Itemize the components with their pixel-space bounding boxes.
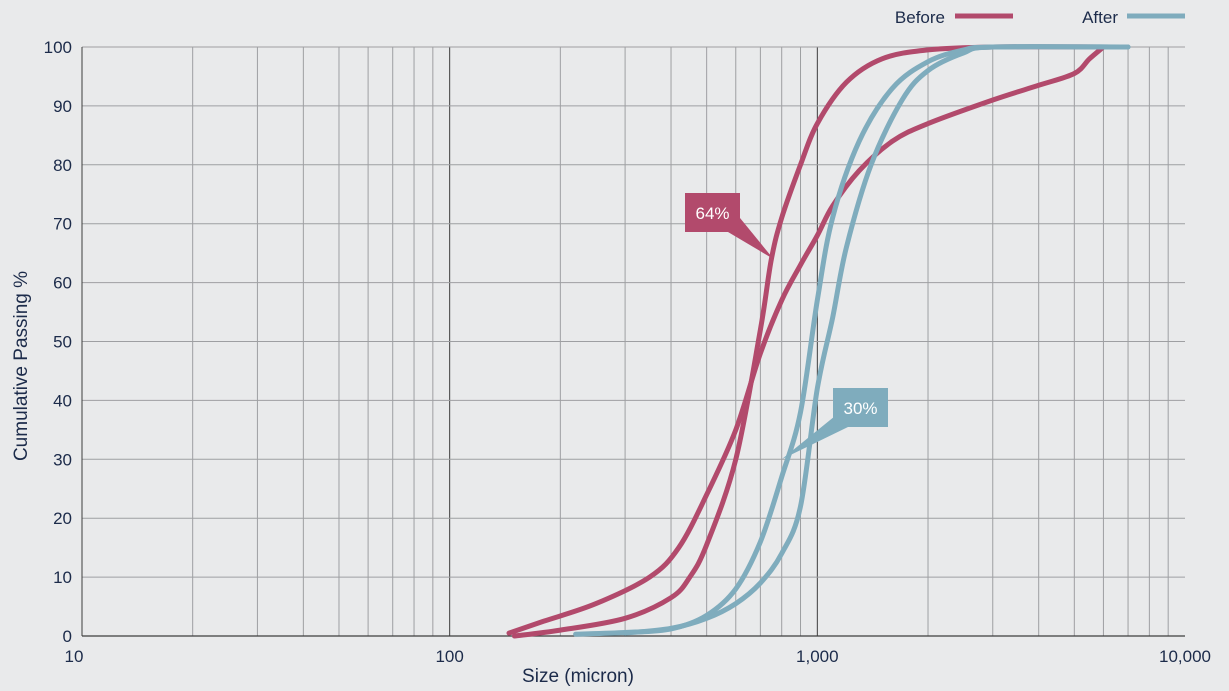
series-group [506,44,1131,639]
callout-box [833,388,888,427]
y-axis-title: Cumulative Passing % [11,271,32,461]
callout-label: 64% [695,204,729,223]
x-axis-title: Size (micron) [522,666,634,687]
before-curve-2 [511,44,1106,639]
grid [82,46,1185,636]
y-tick-label: 0 [63,627,72,646]
y-tick-label: 80 [53,156,72,175]
after-curve-2 [622,44,1131,636]
callout-label: 30% [843,399,877,418]
y-tick-label: 30 [53,450,72,469]
after-curve-1 [573,44,1131,637]
axes [81,47,1185,637]
before-curve-1 [506,44,1106,636]
y-tick-label: 90 [53,97,72,116]
x-tick-label: 100 [435,647,463,666]
y-tick-label: 100 [44,38,72,57]
callout-pointer [781,412,848,460]
legend-label-before: Before [895,8,945,27]
y-tick-label: 50 [53,333,72,352]
callouts: 64% 30% [685,193,888,460]
x-tick-label: 1,000 [796,647,839,666]
y-tick-label: 10 [53,568,72,587]
y-tick-label: 20 [53,509,72,528]
y-tick-label: 70 [53,215,72,234]
x-tick-label: 10 [65,647,84,666]
legend: Before After [895,8,1185,27]
legend-label-after: After [1082,8,1118,27]
x-tick-label: 10,000 [1159,647,1211,666]
y-tick-label: 60 [53,274,72,293]
callout-box [685,193,740,232]
y-tick-label: 40 [53,391,72,410]
